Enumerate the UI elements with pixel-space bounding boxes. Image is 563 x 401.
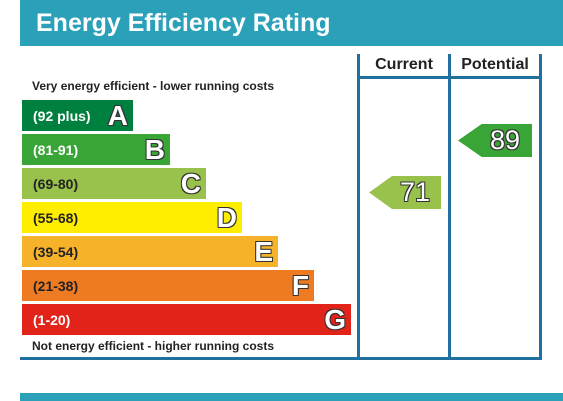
band-range-label: (1-20) xyxy=(33,311,71,328)
band-range-label: (69-80) xyxy=(33,175,79,192)
band-f: (21-38) F xyxy=(22,270,314,301)
bottom-bar xyxy=(20,393,563,401)
band-b: (81-91) B xyxy=(22,134,170,165)
potential-rating-arrow: 89 xyxy=(458,124,532,157)
band-range-label: (21-38) xyxy=(33,277,79,294)
band-letter: E xyxy=(254,235,273,267)
page-title: Energy Efficiency Rating xyxy=(36,8,331,37)
current-col-left-line xyxy=(357,54,360,360)
title-bar: Energy Efficiency Rating xyxy=(20,0,563,46)
bottom-note: Not energy efficient - higher running co… xyxy=(32,339,275,353)
current-col-right-line xyxy=(448,54,451,360)
band-range-label: (39-54) xyxy=(33,243,79,260)
potential-col-right-line xyxy=(539,54,542,360)
band-range-label: (92 plus) xyxy=(33,107,91,124)
band-letter: F xyxy=(291,269,309,301)
potential-column-header: Potential xyxy=(461,56,529,73)
current-rating-arrow: 71 xyxy=(369,176,441,209)
band-e: (39-54) E xyxy=(22,236,278,267)
current-rating-value: 71 xyxy=(399,177,431,207)
band-letter: G xyxy=(324,303,346,335)
chart-bottom-line xyxy=(20,357,542,360)
band-letter: B xyxy=(144,133,165,165)
band-range-label: (55-68) xyxy=(33,209,79,226)
band-range-label: (81-91) xyxy=(33,141,79,158)
band-letter: A xyxy=(107,99,128,131)
band-c: (69-80) C xyxy=(22,168,206,199)
current-column-header: Current xyxy=(375,56,433,73)
potential-rating-value: 89 xyxy=(489,125,521,155)
band-d: (55-68) D xyxy=(22,202,242,233)
band-g: (1-20) G xyxy=(22,304,351,335)
header-bottom-line xyxy=(357,76,542,79)
band-letter: C xyxy=(180,167,201,199)
top-note: Very energy efficient - lower running co… xyxy=(32,79,275,93)
band-letter: D xyxy=(216,201,237,233)
band-a: (92 plus) A xyxy=(22,100,133,131)
